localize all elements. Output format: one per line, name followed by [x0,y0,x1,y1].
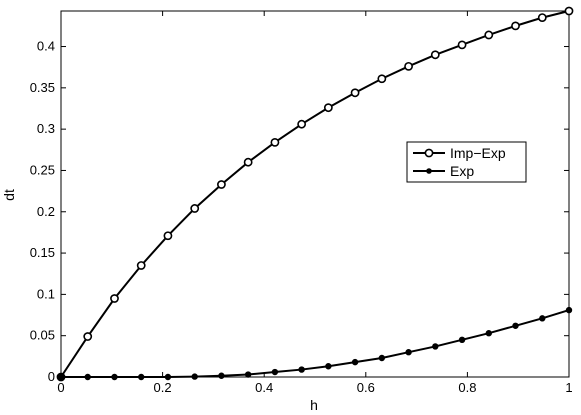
data-point [270,137,280,147]
data-point [271,368,279,376]
data-point [57,373,65,381]
data-point [323,103,333,113]
y-axis-label: dt [1,189,17,201]
y-tick-label: 0.15 [30,245,55,260]
x-tick-label: 0.4 [255,380,273,395]
data-point [377,74,387,84]
data-point [485,330,492,337]
axis-ticks: 0 0.2 0.4 0.6 0.8 1 0 0.05 0.1 0.15 0.2 0.25 0.3 0.35… [30,11,573,395]
legend-label: Imp−Exp [450,145,506,161]
data-point [432,343,439,350]
data-point [218,372,225,379]
data-point [457,40,467,50]
data-point [84,373,91,381]
legend-marker [424,148,434,158]
y-tick-label: 0 [48,369,55,384]
series-layer [56,6,574,382]
data-point [243,157,253,167]
series-line [60,10,570,378]
y-tick-label: 0.25 [30,162,55,177]
data-point [378,354,386,362]
data-point [564,6,574,16]
legend-marker [426,168,432,174]
data-point [405,349,412,356]
data-point [110,294,119,303]
data-point [163,231,173,241]
data-point [244,371,252,378]
data-point [430,50,440,60]
data-point [111,373,118,381]
series-line [61,309,570,378]
y-tick-label: 0.35 [30,80,55,95]
data-point [404,61,413,71]
data-point [325,363,332,370]
data-point [217,180,226,189]
y-tick-label: 0.3 [37,121,55,136]
x-tick-label: 0 [57,380,64,395]
data-point [164,373,172,381]
legend: Imp−Exp Exp [406,141,527,183]
data-point [83,332,93,341]
data-point [512,322,519,329]
legend-item: Exp [413,163,474,179]
legend-label: Exp [450,163,474,179]
legend-item: Imp−Exp [413,145,506,161]
series-exp [57,306,573,381]
data-point [484,30,494,40]
legend-box [406,141,527,183]
x-tick-label: 1 [565,380,572,395]
x-tick-label: 0.8 [458,380,476,395]
data-point [458,336,466,344]
data-point [138,373,145,381]
x-tick-label: 0.2 [154,380,172,395]
data-point [537,13,547,23]
y-tick-label: 0.4 [37,39,55,54]
x-axis-label: h [310,397,318,413]
data-point [297,119,307,129]
data-point [190,204,200,213]
plot-frame [60,10,570,378]
data-point [565,306,573,314]
data-point [136,261,146,270]
data-point [298,366,305,373]
x-tick-label: 0.6 [357,380,375,395]
plot-area [60,10,570,378]
data-point [191,373,198,380]
y-tick-label: 0.2 [37,204,55,219]
data-point [350,88,360,98]
data-point [511,21,520,31]
series-imp-exp [56,6,574,382]
data-point [539,315,546,322]
y-tick-label: 0.05 [30,328,55,343]
data-point [351,358,359,366]
y-tick-label: 0.1 [37,286,55,301]
